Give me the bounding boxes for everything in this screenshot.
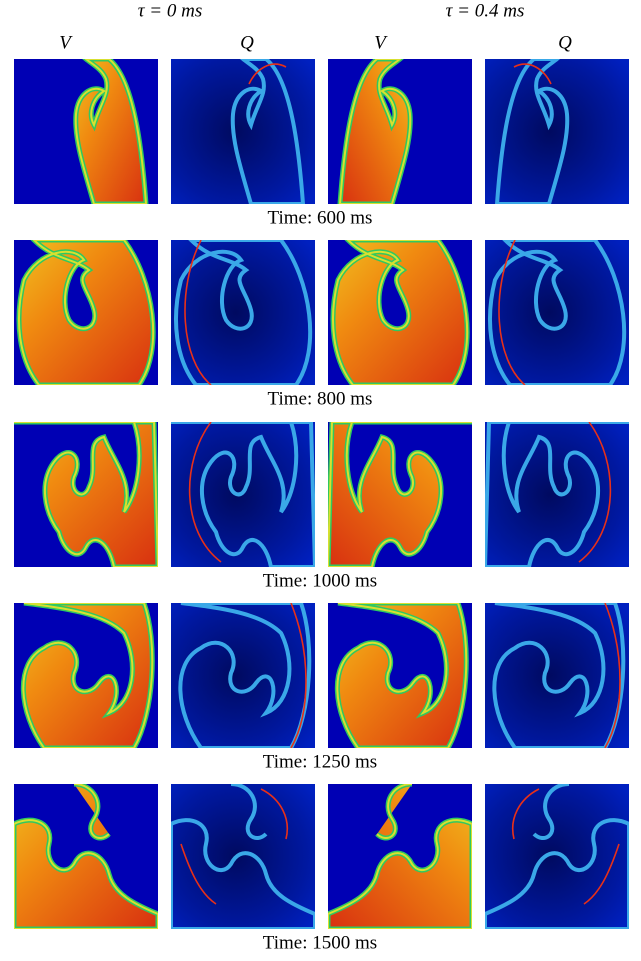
simulation-panel: [328, 59, 472, 204]
q-red-line: [578, 422, 612, 563]
q-front: [171, 784, 315, 929]
q-front: [230, 59, 306, 204]
wave-front-edge: [328, 422, 472, 567]
background: [171, 603, 315, 748]
wave-front-edge: [328, 784, 472, 929]
panel-content: [171, 422, 315, 567]
q-red-line: [513, 63, 552, 85]
q-front: [494, 59, 570, 204]
background: [485, 784, 629, 929]
q-red-line: [180, 788, 288, 905]
q-front: [174, 240, 313, 385]
q-red-line: [184, 240, 212, 385]
background: [485, 603, 629, 748]
simulation-panel: [14, 422, 158, 567]
panel-content: [328, 603, 472, 748]
panel-content: [485, 240, 629, 385]
q-front: [171, 422, 315, 567]
simulation-panel: [485, 240, 629, 385]
wave-front-edge: [22, 603, 154, 748]
simulation-panel: [171, 422, 315, 567]
panel-content: [14, 240, 158, 385]
q-red-line: [188, 422, 222, 563]
simulation-panel: [328, 240, 472, 385]
panel-content: [171, 603, 315, 748]
simulation-panel: [328, 784, 472, 929]
wave-front-edge: [336, 603, 468, 748]
column-header: τ = 0.4 ms: [446, 0, 525, 21]
simulation-panel: [485, 784, 629, 929]
simulation-panel: [485, 603, 629, 748]
panel-content: [14, 784, 158, 929]
wave-front-edge: [332, 240, 469, 385]
q-red-line: [498, 240, 526, 385]
panel-content: [328, 784, 472, 929]
simulation-panel: [485, 422, 629, 567]
q-red-line: [512, 788, 620, 905]
panel-content: [14, 422, 158, 567]
simulation-panel: [171, 784, 315, 929]
panel-content: [171, 240, 315, 385]
wave-front-edge: [14, 784, 158, 929]
panel-label: V: [374, 32, 388, 53]
wave-front-edge: [338, 59, 412, 204]
row-caption: Time: 1000 ms: [263, 570, 377, 591]
panel-content: [485, 784, 629, 929]
simulation-panel: [171, 59, 315, 204]
row-caption: Time: 800 ms: [268, 388, 373, 409]
simulation-panel: [14, 784, 158, 929]
simulation-panel: [14, 59, 158, 204]
panel-content: [171, 784, 315, 929]
panel-content: [485, 59, 629, 204]
wave-front-edge: [18, 240, 155, 385]
row-caption: Time: 600 ms: [268, 207, 373, 228]
panel-content: [328, 240, 472, 385]
panel-content: [171, 59, 315, 204]
q-red-line: [248, 63, 287, 85]
q-red-line: [604, 603, 621, 748]
q-front: [485, 784, 629, 929]
q-front: [488, 240, 627, 385]
simulation-panel: [485, 59, 629, 204]
panel-content: [14, 59, 158, 204]
simulation-panel: [14, 240, 158, 385]
simulation-panel: [171, 240, 315, 385]
row-caption: Time: 1500 ms: [263, 932, 377, 953]
panel-content: [485, 422, 629, 567]
panel-content: [14, 603, 158, 748]
row-caption: Time: 1250 ms: [263, 751, 377, 772]
simulation-panel: [14, 603, 158, 748]
panel-content: [485, 603, 629, 748]
panel-content: [328, 422, 472, 567]
panel-label: Q: [240, 32, 254, 53]
simulation-panel: [328, 422, 472, 567]
column-header: τ = 0 ms: [138, 0, 203, 21]
q-front: [485, 422, 629, 567]
panel-label: Q: [558, 32, 572, 53]
panel-content: [328, 59, 472, 204]
background: [171, 784, 315, 929]
wave-front-edge: [14, 422, 158, 567]
panel-label: V: [59, 32, 73, 53]
wave-front-edge: [74, 59, 148, 204]
simulation-panel: [171, 603, 315, 748]
q-red-line: [290, 603, 307, 748]
simulation-panel: [328, 603, 472, 748]
